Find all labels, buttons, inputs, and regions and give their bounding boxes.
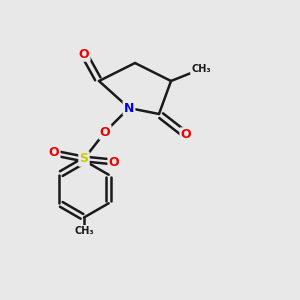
Text: O: O xyxy=(181,128,191,142)
Text: O: O xyxy=(109,155,119,169)
Text: CH₃: CH₃ xyxy=(74,226,94,236)
Text: S: S xyxy=(80,152,88,166)
Text: O: O xyxy=(100,125,110,139)
Text: CH₃: CH₃ xyxy=(191,64,211,74)
Text: N: N xyxy=(124,101,134,115)
Text: O: O xyxy=(79,47,89,61)
Text: O: O xyxy=(49,146,59,160)
